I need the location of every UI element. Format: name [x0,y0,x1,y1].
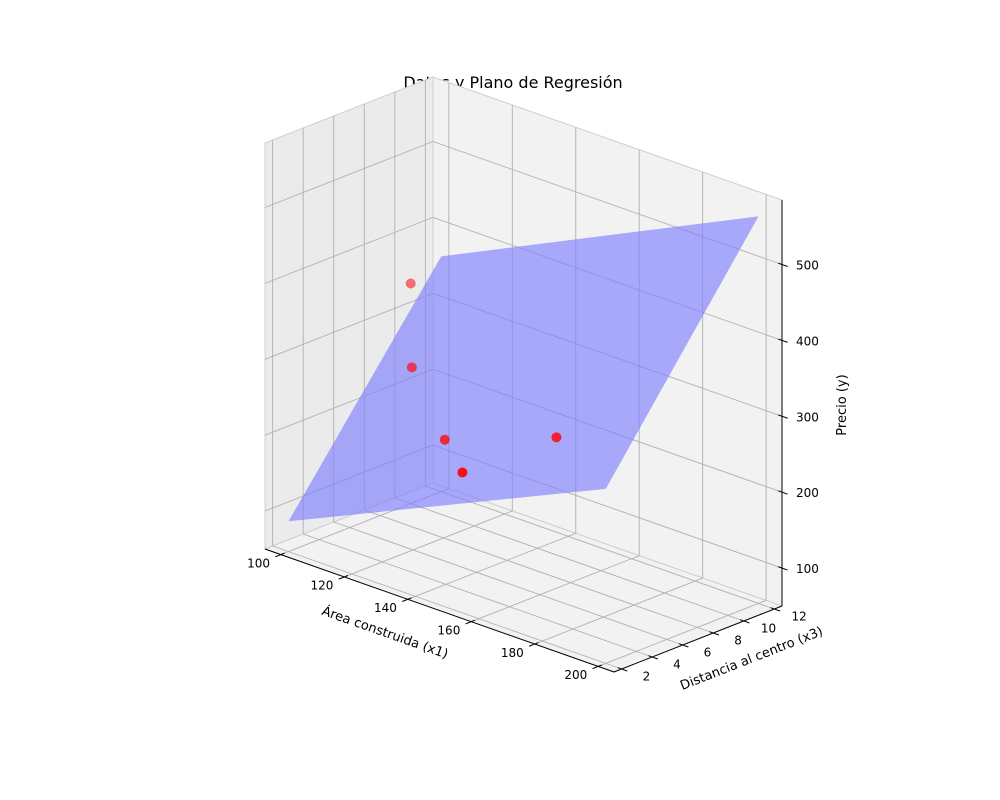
x-tick-label: 180 [501,646,524,660]
z-tick-mark [778,414,788,419]
grid-line-x-floor [534,577,703,645]
x-tick-label: 200 [564,668,587,682]
z-tick-mark [778,566,788,571]
grid-line-x-floor [597,599,767,667]
z-tick-label: 200 [796,486,819,500]
data-point [457,467,468,478]
y-tick-mark [709,631,720,636]
x-tick-label: 100 [247,556,270,570]
grid-line-y-floor [333,521,683,646]
y-tick-mark [678,643,689,648]
z-tick-mark [778,338,788,343]
z-tick-mark [778,490,788,495]
plot-area [288,216,759,522]
x-tick-mark [528,642,539,647]
grid-line-z-left [264,141,434,208]
z-tick-mark [778,262,788,267]
x-tick-label: 140 [374,601,397,615]
grid-line-y-floor [272,545,622,670]
z-tick-label: 400 [796,334,819,348]
x-tick-mark [338,575,349,580]
data-point [439,434,450,445]
x-tick-mark [402,597,412,602]
z-tick-label: 100 [796,562,819,576]
y-tick-label: 4 [673,657,681,671]
x-tick-label: 120 [311,579,334,593]
y-tick-mark [770,607,781,612]
grid-line-y-floor [364,509,714,634]
grid-line-x-floor [471,555,640,623]
grid-line-y-floor [394,497,744,622]
data-point [551,432,562,443]
x-tick-mark [465,619,476,625]
y-tick-label: 10 [761,621,776,635]
y-tick-label: 6 [704,645,712,659]
y-axis-line [613,605,783,673]
z-tick-label: 300 [796,410,819,424]
x-tick-label: 160 [437,623,460,637]
axes: 100 120 140 160 180 200 2 4 6 8 10 12 100 200 300 400 50… [247,200,819,683]
y-tick-mark [617,667,628,672]
data-point [405,278,416,289]
grid-line-y-floor [425,485,775,610]
x-axis-line [264,548,615,673]
x-tick-mark [592,664,603,670]
y-tick-mark [648,655,659,660]
y-tick-label: 8 [734,633,742,647]
regression-plane [288,216,759,522]
grid-line-x-floor [344,510,513,578]
data-point [406,362,417,373]
grid-line-x-floor [407,532,576,600]
z-tick-label: 500 [796,259,819,273]
grid-line-z-left [264,292,434,360]
z-axis-label: Precio (y) [835,374,850,435]
y-tick-label: 12 [791,609,806,623]
y-tick-label: 2 [643,669,651,683]
grid-line-z-left [264,216,434,284]
grid-line-y-floor [303,533,653,658]
x-tick-mark [275,552,285,558]
y-tick-mark [739,619,750,624]
